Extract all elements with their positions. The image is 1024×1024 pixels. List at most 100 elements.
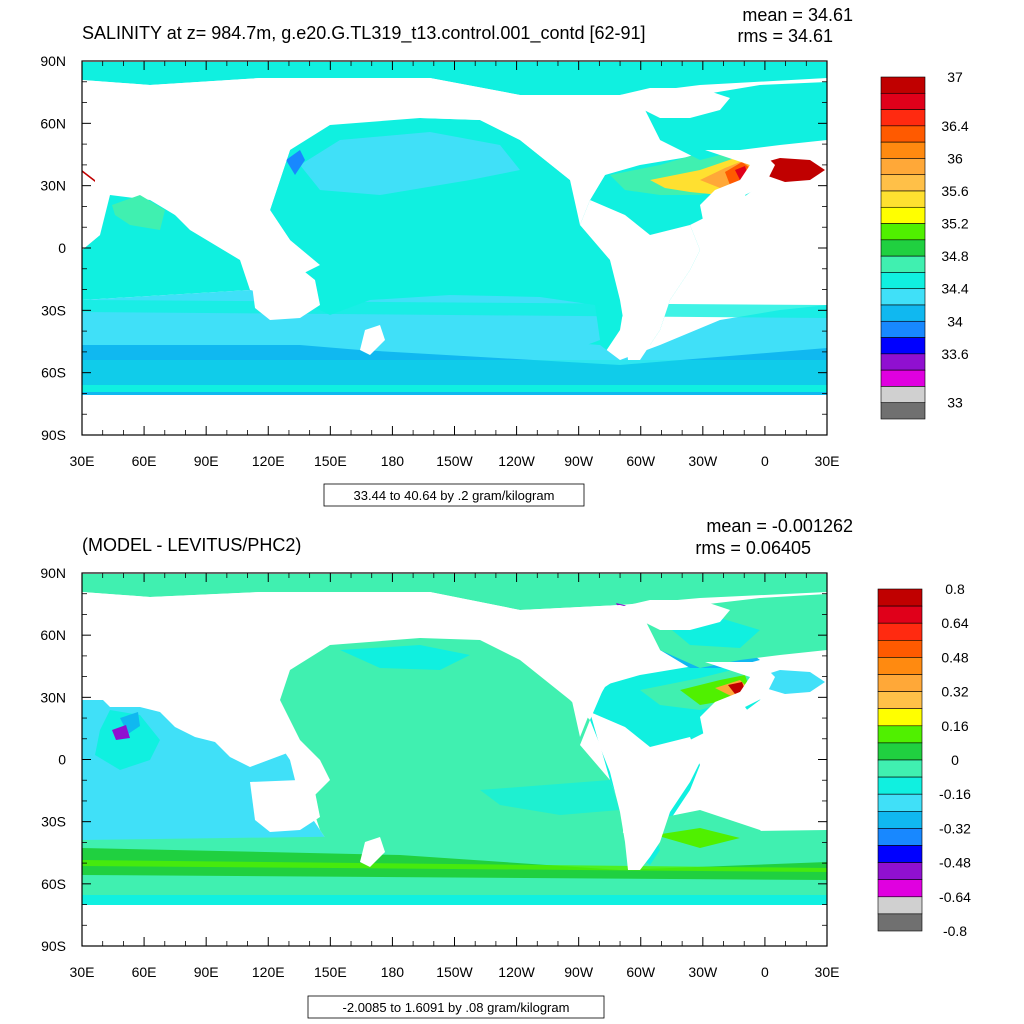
colorbar-box	[880, 190, 926, 208]
chart-title: SALINITY at z= 984.7m, g.e20.G.TL319_t13…	[82, 23, 646, 44]
colorbar-label: 37	[947, 69, 963, 85]
map-area	[82, 573, 827, 946]
y-tick-label: 60S	[41, 365, 66, 381]
x-tick-label: 90E	[194, 964, 219, 980]
colorbar-box	[877, 810, 923, 829]
x-tick-label: 120W	[498, 453, 535, 469]
x-tick-label: 30E	[70, 964, 95, 980]
y-tick-label: 90N	[40, 565, 66, 581]
axes: 30E 60E 90E 120E 150E 180 150W 120W 90W 60W 30W 0 30…	[40, 565, 839, 980]
y-tick-label: 0	[58, 240, 66, 256]
rms-text: rms = 34.61	[737, 26, 833, 46]
x-tick-label: 150E	[314, 453, 347, 469]
colorbar-box	[880, 369, 926, 387]
colorbar-box	[877, 605, 923, 624]
chart-title: (MODEL - LEVITUS/PHC2)	[82, 535, 301, 555]
y-tick-label: 60N	[40, 115, 66, 131]
colorbar-box	[880, 141, 926, 159]
x-tick-label: 150W	[436, 964, 473, 980]
colorbar-box	[877, 862, 923, 880]
y-tick-label: 60S	[41, 876, 66, 892]
x-tick-label: 30W	[688, 453, 718, 469]
x-tick-label: 0	[761, 964, 769, 980]
land-layer	[82, 78, 827, 435]
colorbar-label: 35.6	[941, 183, 968, 199]
colorbar-label: -0.48	[939, 855, 971, 871]
x-tick-label: 30E	[815, 453, 840, 469]
colorbar-box	[880, 125, 926, 143]
colorbar-box	[877, 725, 923, 744]
x-tick-label: 120E	[252, 964, 285, 980]
colorbar-label: 0.48	[941, 649, 968, 665]
x-tick-label: 90W	[564, 453, 594, 469]
colorbar-box	[880, 304, 926, 322]
y-tick-label: 90S	[41, 938, 66, 954]
colorbar-box	[877, 708, 923, 727]
y-tick-label: 0	[58, 752, 66, 768]
colorbar-label: 34.8	[941, 248, 968, 264]
colorbar-box	[880, 288, 926, 306]
colorbar-box	[880, 92, 926, 110]
axes: 30E 60E 90E 120E 150E 180 150W 120W 90W 60W 30W 0 30…	[40, 53, 839, 469]
rms-text: rms = 0.06405	[695, 538, 811, 558]
colorbar-box	[880, 76, 926, 94]
footer-box	[307, 995, 605, 1019]
colorbar-box	[877, 879, 923, 898]
x-tick-label: 90E	[194, 453, 219, 469]
x-tick-label: 120W	[498, 964, 535, 980]
y-tick-label: 30S	[41, 814, 66, 830]
footer-label: 33.44 to 40.64 by .2 gram/kilogram	[354, 488, 555, 503]
colorbar-box	[877, 776, 923, 795]
colorbar-label: 34	[947, 313, 963, 329]
y-tick-label: 30N	[40, 178, 66, 194]
colorbar: 0.8 0.64 0.48 0.32 0.16 0 -0.16 -0.32 -0.48 -0.64…	[877, 581, 971, 939]
colorbar-label: 0	[951, 752, 959, 768]
x-tick-label: 150W	[436, 453, 473, 469]
x-tick-label: 120E	[252, 453, 285, 469]
y-tick-label: 90N	[40, 53, 66, 69]
colorbar-box	[880, 206, 926, 224]
colorbar-label: 0.8	[945, 581, 965, 597]
colorbar-box	[880, 174, 926, 192]
colorbar-box	[877, 622, 923, 641]
colorbar-label: 36	[947, 150, 963, 166]
map-area	[82, 61, 827, 435]
colorbar-box	[877, 913, 923, 932]
colorbar-label: 0.64	[941, 615, 968, 631]
x-tick-label: 180	[381, 453, 405, 469]
colorbar-label: 33	[947, 395, 963, 411]
x-tick-label: 60W	[626, 453, 656, 469]
colorbar-label: -0.16	[939, 786, 971, 802]
colorbar-box	[877, 828, 923, 846]
colorbar-box	[877, 639, 923, 658]
x-tick-label: 0	[761, 453, 769, 469]
colorbar-label: 0.16	[941, 718, 968, 734]
panel-difference: (MODEL - LEVITUS/PHC2) mean = -0.001262 …	[40, 516, 971, 1019]
mean-text: mean = -0.001262	[706, 516, 853, 536]
y-tick-label: 60N	[40, 627, 66, 643]
colorbar-label: 36.4	[941, 118, 968, 134]
colorbar-box	[877, 742, 923, 761]
colorbar-box	[877, 588, 923, 607]
colorbar: 37 36.4 36 35.6 35.2 34.8 34.4 34 33.6 33	[880, 69, 969, 420]
colorbar-box	[880, 223, 926, 241]
colorbar-box	[877, 674, 923, 692]
colorbar-box	[877, 657, 923, 675]
colorbar-label: -0.8	[943, 923, 967, 939]
colorbar-label: -0.64	[939, 889, 971, 905]
colorbar-box	[880, 239, 926, 257]
colorbar-box	[877, 896, 923, 915]
colorbar-label: 0.32	[941, 684, 968, 700]
colorbar-box	[877, 793, 923, 812]
x-tick-label: 30W	[688, 964, 718, 980]
colorbar-box	[880, 158, 926, 176]
x-tick-label: 60E	[132, 453, 157, 469]
x-tick-label: 30E	[70, 453, 95, 469]
x-tick-label: 90W	[564, 964, 594, 980]
panel-salinity: SALINITY at z= 984.7m, g.e20.G.TL319_t13…	[40, 5, 969, 507]
colorbar-box	[880, 402, 926, 420]
colorbar-box	[880, 320, 926, 338]
colorbar-box	[880, 353, 926, 371]
footer-label: -2.0085 to 1.6091 by .08 gram/kilogram	[343, 1000, 570, 1015]
